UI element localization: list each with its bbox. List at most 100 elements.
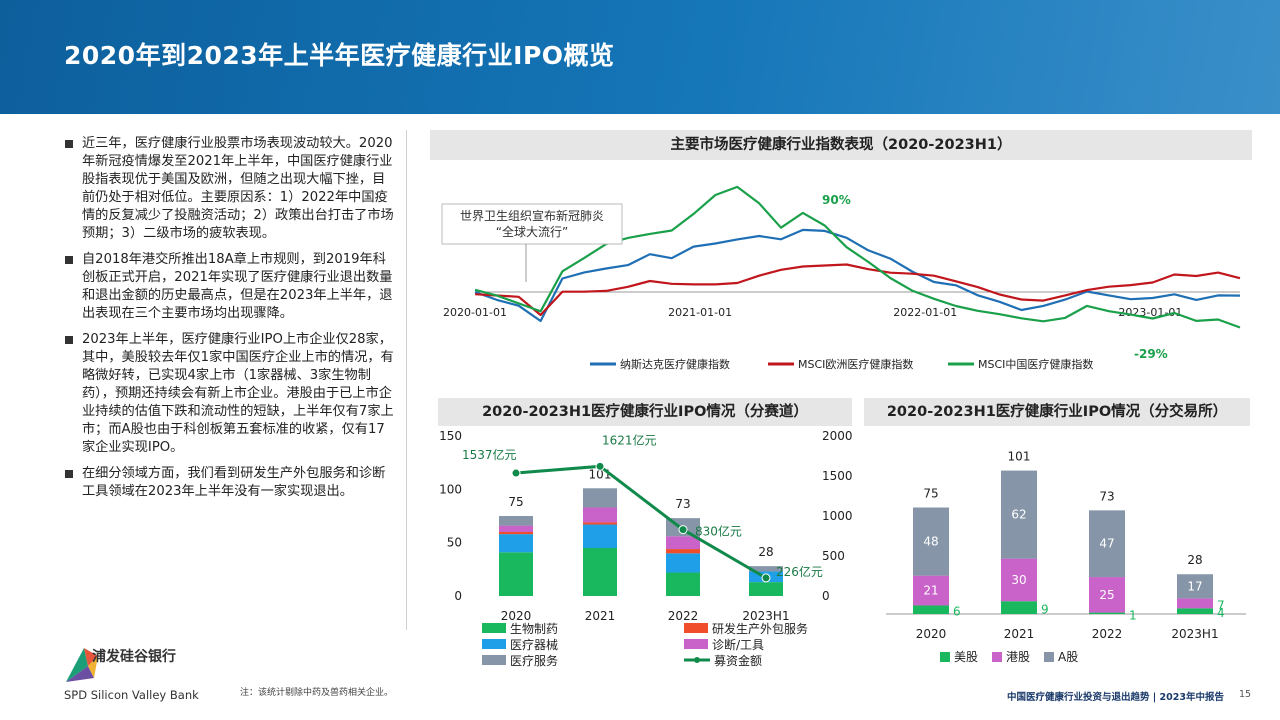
line-chart-title: 主要市场医疗健康行业指数表现（2020-2023H1） — [430, 130, 1252, 160]
segment-value-label: 17 — [1187, 579, 1202, 593]
annotation-text: 世界卫生组织宣布新冠肺炎 — [460, 208, 604, 223]
legend-swatch — [482, 623, 506, 633]
bar-total-label: 73 — [675, 497, 690, 511]
y2-tick-label: 1000 — [822, 509, 853, 523]
bar-segment-2022-1 — [666, 572, 700, 596]
fundraising-line — [515, 464, 767, 580]
y2-tick-label: 2000 — [822, 429, 853, 443]
x-category-label: 2020 — [501, 609, 532, 623]
x-category-label: 2022 — [668, 609, 699, 623]
fundraising-label: 830亿元 — [695, 524, 742, 539]
legend-label: 美股 — [954, 650, 978, 664]
segment-value-label: 9 — [1041, 603, 1049, 617]
legend-label: 生物制药 — [510, 622, 558, 636]
fundraising-label: 1621亿元 — [602, 432, 657, 447]
segment-value-label: 21 — [923, 584, 938, 598]
legend-swatch — [482, 639, 506, 649]
bar-total-label: 28 — [758, 545, 773, 559]
y-tick-label: 0 — [454, 589, 462, 603]
fundraising-label: 1537亿元 — [462, 447, 517, 462]
exchange-ipo-chart: 6 21 48 75 2020 9 30 62 101 2021 1 25 47 73 2022 47 17 28… — [886, 450, 1246, 664]
legend-swatch — [684, 639, 708, 649]
legend-label-2: MSCI欧洲医疗健康指数 — [798, 357, 913, 371]
legend-label: 诊断/工具 — [712, 637, 764, 652]
bar-segment-2023h1-1 — [749, 582, 783, 596]
bar-segment-2022-3 — [1089, 510, 1125, 578]
x-category-label: 2021 — [585, 609, 616, 623]
annotation-text: “全球大流行” — [496, 224, 568, 239]
segment-value-label: 30 — [1011, 573, 1026, 587]
legend-label: 募资金额 — [714, 653, 762, 668]
bar-total-label: 75 — [508, 495, 523, 509]
segment-value-label: 7 — [1217, 598, 1225, 612]
column-divider — [406, 130, 407, 630]
segment-value-label: 48 — [923, 535, 938, 549]
bar-segment-2021-1 — [583, 548, 617, 596]
bar-segment-2020-2 — [913, 575, 949, 606]
logo-text-cn: 浦发硅谷银行 — [92, 649, 176, 665]
end-label: -29% — [1134, 347, 1168, 361]
bar-segment-2022-2 — [1089, 577, 1125, 613]
x-tick-label: 2020-01-01 — [443, 306, 507, 319]
legend-label: 研发生产外包服务 — [712, 621, 808, 636]
legend-swatch — [482, 655, 506, 665]
bar-segment-2021-2 — [1001, 558, 1037, 602]
bar-total-label: 75 — [923, 487, 938, 501]
x-tick-label: 2021-01-01 — [668, 306, 732, 319]
bullet-paragraph: 自2018年港交所推出18A章上市规则，到2019年科创板正式开启，2021年实… — [64, 251, 394, 323]
left-text-column: 近三年，医疗健康行业股票市场表现波动较大。2020年新冠疫情爆发至2021年上半… — [64, 135, 394, 509]
bar-segment-2021-2 — [583, 524, 617, 548]
series-line-2 — [474, 263, 1241, 317]
exchange-chart-title: 2020-2023H1医疗健康行业IPO情况（分交易所） — [864, 398, 1250, 426]
x-category-label: 2020 — [916, 627, 947, 641]
segment-value-label: 47 — [1099, 537, 1114, 551]
bar-segment-2022-1 — [1089, 612, 1125, 614]
y2-tick-label: 500 — [822, 549, 845, 563]
segment-value-label: 6 — [953, 605, 961, 619]
bar-segment-2022-2 — [666, 553, 700, 573]
fundraising-point — [761, 573, 771, 583]
segment-value-label: 62 — [1011, 508, 1026, 522]
segment-value-label: 1 — [1129, 608, 1137, 622]
bar-total-label: 73 — [1099, 489, 1114, 503]
x-tick-label: 2022-01-01 — [893, 306, 957, 319]
logo-text-en: SPD Silicon Valley Bank — [64, 688, 199, 702]
logo-mark-icon — [66, 648, 98, 682]
bar-segment-2022-3 — [666, 549, 700, 554]
bar-segment-2020-4 — [499, 525, 533, 532]
legend-label: A股 — [1058, 650, 1078, 664]
bar-segment-2021-3 — [583, 522, 617, 525]
bar-segment-2023h1-1 — [1177, 608, 1213, 614]
legend-line-dot — [694, 657, 700, 663]
bar-segment-2020-2 — [499, 534, 533, 553]
fundraising-point — [678, 525, 688, 535]
y2-tick-label: 1500 — [822, 469, 853, 483]
legend-label: 港股 — [1006, 650, 1030, 664]
fundraising-point — [511, 468, 521, 478]
peak-label: 90% — [822, 193, 851, 207]
legend-label-1: 纳斯达克医疗健康指数 — [620, 357, 730, 371]
fundraising-label: 226亿元 — [776, 564, 823, 579]
footer-report-title: 中国医疗健康行业投资与退出趋势 | 2023年中报告 — [1006, 692, 1224, 703]
page-title: 2020年到2023年上半年医疗健康行业IPO概览 — [64, 41, 615, 70]
legend-label: 医疗器械 — [510, 637, 558, 652]
x-category-label: 2022 — [1092, 627, 1123, 641]
x-category-label: 2023H1 — [742, 609, 789, 623]
y-tick-label: 100 — [439, 482, 462, 496]
y-tick-label: 50 — [447, 536, 462, 550]
legend-swatch — [992, 652, 1002, 662]
bar-segment-2023h1-2 — [1177, 598, 1213, 609]
legend-label: 医疗服务 — [510, 653, 558, 668]
bar-total-label: 28 — [1187, 553, 1202, 567]
index-line-chart: 2020-01-01 2021-01-01 2022-01-01 2023-01-01… — [441, 185, 1241, 371]
bullet-paragraph: 近三年，医疗健康行业股票市场表现波动较大。2020年新冠疫情爆发至2021年上半… — [64, 135, 394, 243]
bar-segment-2020-3 — [913, 507, 949, 576]
bar-segment-2020-3 — [499, 532, 533, 535]
footnote: 注：该统计剔除中药及兽药相关企业。 — [240, 688, 394, 698]
bank-logo: 浦发硅谷银行 SPD Silicon Valley Bank — [64, 642, 214, 702]
bar-segment-2021-4 — [583, 507, 617, 523]
bar-segment-2021-3 — [1001, 470, 1037, 559]
x-category-label: 2021 — [1004, 627, 1035, 641]
bullet-paragraph: 在细分领域方面，我们看到研发生产外包服务和诊断工具领域在2023年上半年没有一家… — [64, 465, 394, 501]
sector-ipo-chart: 0501001500500100015002000752020101202173… — [439, 429, 853, 668]
